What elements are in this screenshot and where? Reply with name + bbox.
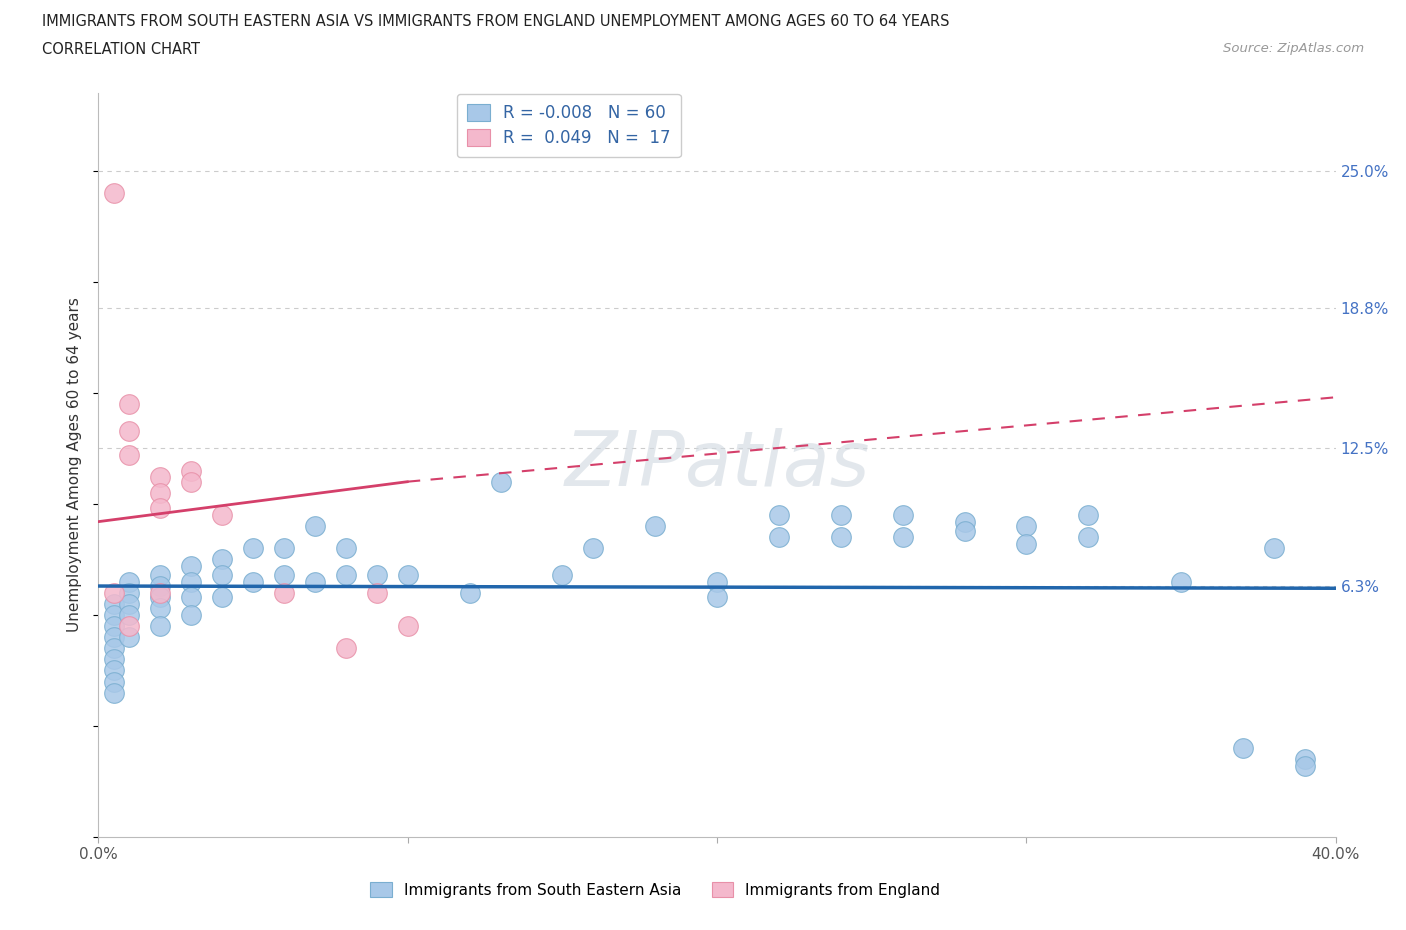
Point [180,559,202,574]
Point [118,396,141,411]
Point [149,578,172,593]
Point [180,463,202,478]
Point [335,541,357,556]
Point [149,567,172,582]
Point [118,574,141,589]
Point [103,185,125,200]
Point [304,519,326,534]
Point [366,585,388,600]
Point [211,551,233,566]
Point [180,590,202,604]
Point [211,567,233,582]
Point [103,685,125,700]
Point [335,641,357,656]
Point [458,585,481,600]
Point [103,652,125,667]
Point [103,674,125,689]
Point [768,530,790,545]
Point [1077,530,1099,545]
Text: Source: ZipAtlas.com: Source: ZipAtlas.com [1223,42,1364,55]
Point [1263,541,1285,556]
Point [304,574,326,589]
Point [273,541,295,556]
Point [1015,519,1038,534]
Point [211,508,233,523]
Text: ZIPatlas: ZIPatlas [564,428,870,502]
Point [103,585,125,600]
Point [118,607,141,622]
Point [1015,537,1038,551]
Point [180,474,202,489]
Point [706,574,728,589]
Point [1294,759,1316,774]
Point [366,567,388,582]
Point [1077,508,1099,523]
Point [149,485,172,500]
Point [768,508,790,523]
Point [1294,751,1316,766]
Point [211,590,233,604]
Point [118,596,141,611]
Point [644,519,666,534]
Point [118,447,141,462]
Point [891,508,914,523]
Point [103,607,125,622]
Point [273,585,295,600]
Point [335,567,357,582]
Point [118,585,141,600]
Point [118,630,141,644]
Point [149,601,172,616]
Point [551,567,574,582]
Point [242,574,264,589]
Point [180,607,202,622]
Point [489,474,512,489]
Point [149,501,172,516]
Point [103,663,125,678]
Point [830,508,852,523]
Point [103,596,125,611]
Point [1232,740,1254,755]
Point [582,541,605,556]
Point [180,574,202,589]
Point [953,514,976,529]
Point [891,530,914,545]
Point [103,630,125,644]
Point [242,541,264,556]
Point [149,585,172,600]
Point [118,618,141,633]
Point [953,523,976,538]
Point [103,641,125,656]
Point [273,567,295,582]
Text: CORRELATION CHART: CORRELATION CHART [42,42,200,57]
Point [706,590,728,604]
Point [149,618,172,633]
Y-axis label: Unemployment Among Ages 60 to 64 years: Unemployment Among Ages 60 to 64 years [67,298,83,632]
Point [396,567,419,582]
Point [149,470,172,485]
Point [830,530,852,545]
Legend: Immigrants from South Eastern Asia, Immigrants from England: Immigrants from South Eastern Asia, Immi… [364,876,946,904]
Point [118,423,141,438]
Point [103,618,125,633]
Point [149,590,172,604]
Text: IMMIGRANTS FROM SOUTH EASTERN ASIA VS IMMIGRANTS FROM ENGLAND UNEMPLOYMENT AMONG: IMMIGRANTS FROM SOUTH EASTERN ASIA VS IM… [42,14,949,29]
Point [396,618,419,633]
Point [1170,574,1192,589]
